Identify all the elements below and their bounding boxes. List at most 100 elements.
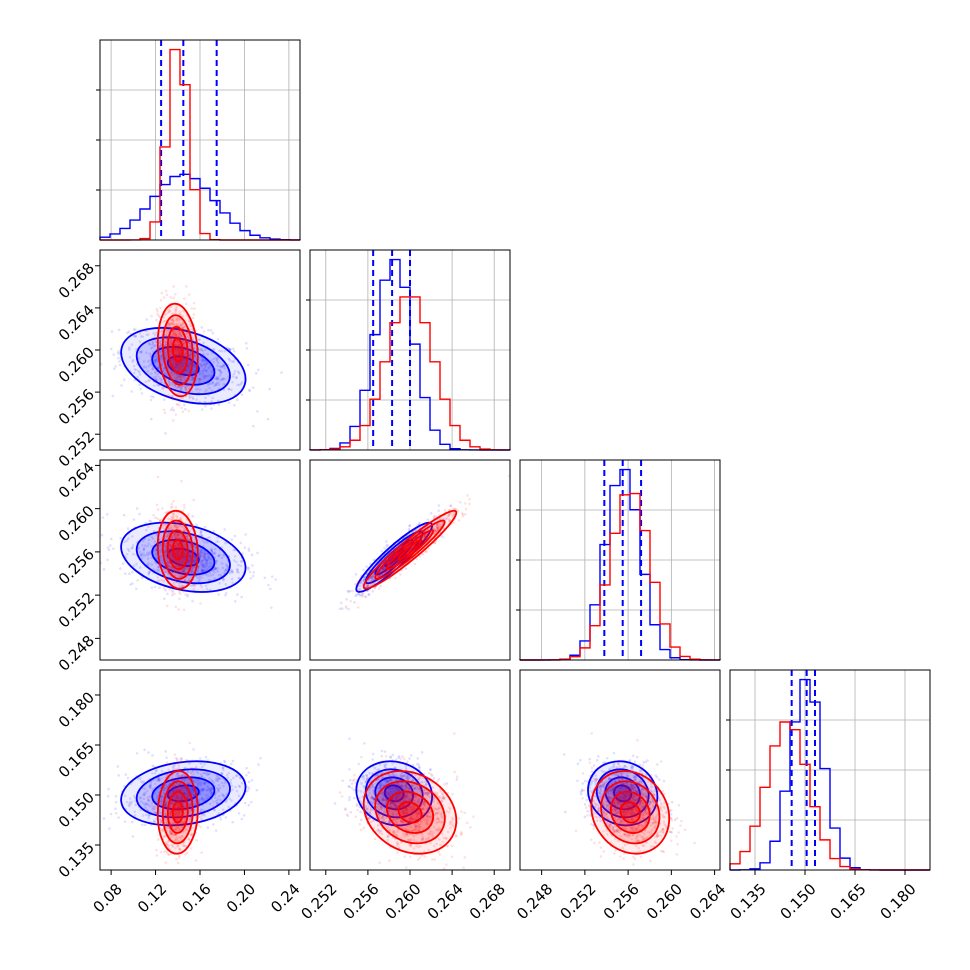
sample-point — [172, 332, 176, 336]
sample-point — [180, 562, 183, 566]
sample-point — [181, 568, 185, 572]
sample-point — [235, 375, 238, 379]
sample-point — [175, 516, 179, 519]
sample-point — [175, 317, 179, 321]
sample-point — [193, 803, 197, 806]
sample-point — [217, 788, 220, 792]
sample-point — [169, 367, 173, 370]
sample-point — [184, 345, 187, 348]
sample-point — [178, 361, 182, 365]
sample-point — [223, 377, 227, 381]
sample-point — [356, 606, 360, 609]
sample-point — [158, 350, 162, 353]
sample-point — [191, 397, 195, 400]
sample-point — [227, 387, 230, 391]
sample-point — [138, 550, 142, 554]
sample-point — [200, 774, 204, 778]
sample-point — [160, 821, 163, 825]
sample-point — [183, 800, 186, 804]
sample-point — [227, 387, 231, 391]
sample-point — [173, 346, 177, 349]
sample-point — [154, 371, 157, 375]
sample-point — [171, 516, 175, 519]
sample-point — [127, 348, 131, 352]
sample-point — [360, 593, 363, 597]
sample-point — [169, 340, 173, 343]
sample-point — [177, 811, 180, 814]
sample-point — [201, 349, 205, 353]
sample-point — [177, 343, 181, 347]
sample-point — [116, 351, 120, 355]
sample-point — [176, 403, 179, 406]
sample-point — [192, 748, 195, 751]
sample-point — [184, 593, 187, 596]
sample-point — [145, 333, 149, 337]
sample-point — [254, 372, 258, 375]
sample-point — [183, 506, 186, 509]
sample-point — [222, 364, 226, 368]
sample-point — [224, 816, 228, 819]
sample-point — [160, 794, 164, 798]
sample-point — [168, 543, 171, 547]
sample-point — [193, 563, 197, 566]
sample-point — [176, 550, 180, 553]
sample-point — [179, 351, 183, 354]
sample-point — [216, 779, 220, 783]
sample-point — [423, 536, 427, 539]
sample-point — [217, 794, 221, 798]
sample-point — [189, 803, 192, 807]
sample-point — [181, 569, 185, 573]
sample-point — [157, 565, 161, 569]
sample-point — [182, 342, 186, 346]
sample-point — [167, 853, 171, 856]
sample-point — [173, 763, 177, 767]
sample-point — [162, 789, 166, 793]
sample-point — [225, 563, 228, 567]
sample-point — [256, 410, 259, 413]
sample-point — [201, 369, 205, 373]
sample-point — [133, 378, 136, 382]
sample-point — [178, 317, 182, 321]
sample-point — [229, 569, 233, 572]
sample-point — [218, 349, 221, 353]
sample-point — [155, 530, 159, 533]
sample-point — [233, 554, 237, 558]
sample-point — [173, 548, 177, 552]
sample-point — [353, 601, 356, 604]
sample-point — [181, 786, 184, 789]
sample-point — [180, 388, 183, 392]
sample-point — [175, 340, 178, 343]
sample-point — [159, 800, 163, 803]
sample-point — [175, 333, 178, 337]
sample-point — [411, 545, 414, 549]
sample-point — [178, 368, 182, 372]
sample-point — [224, 568, 228, 572]
sample-point — [168, 543, 172, 547]
sample-point — [143, 544, 147, 547]
sample-point — [203, 782, 207, 785]
sample-point — [177, 569, 181, 573]
sample-point — [230, 360, 234, 363]
sample-point — [388, 564, 391, 568]
sample-point — [381, 567, 385, 571]
sample-point — [175, 806, 178, 809]
sample-point — [231, 380, 234, 384]
sample-point — [177, 391, 181, 395]
sample-point — [413, 544, 416, 548]
sample-point — [173, 335, 177, 338]
sample-point — [178, 547, 181, 551]
sample-point — [230, 570, 234, 574]
sample-point — [166, 534, 170, 538]
sample-point — [181, 326, 184, 329]
sample-point — [154, 370, 157, 373]
sample-point — [238, 577, 241, 580]
sample-point — [344, 605, 348, 608]
sample-point — [176, 553, 179, 557]
sample-point — [367, 592, 371, 596]
sample-point — [432, 514, 436, 518]
sample-point — [179, 517, 182, 521]
sample-point — [182, 778, 186, 782]
sample-point — [177, 356, 180, 360]
sample-point — [151, 367, 155, 370]
sample-point — [139, 800, 143, 803]
